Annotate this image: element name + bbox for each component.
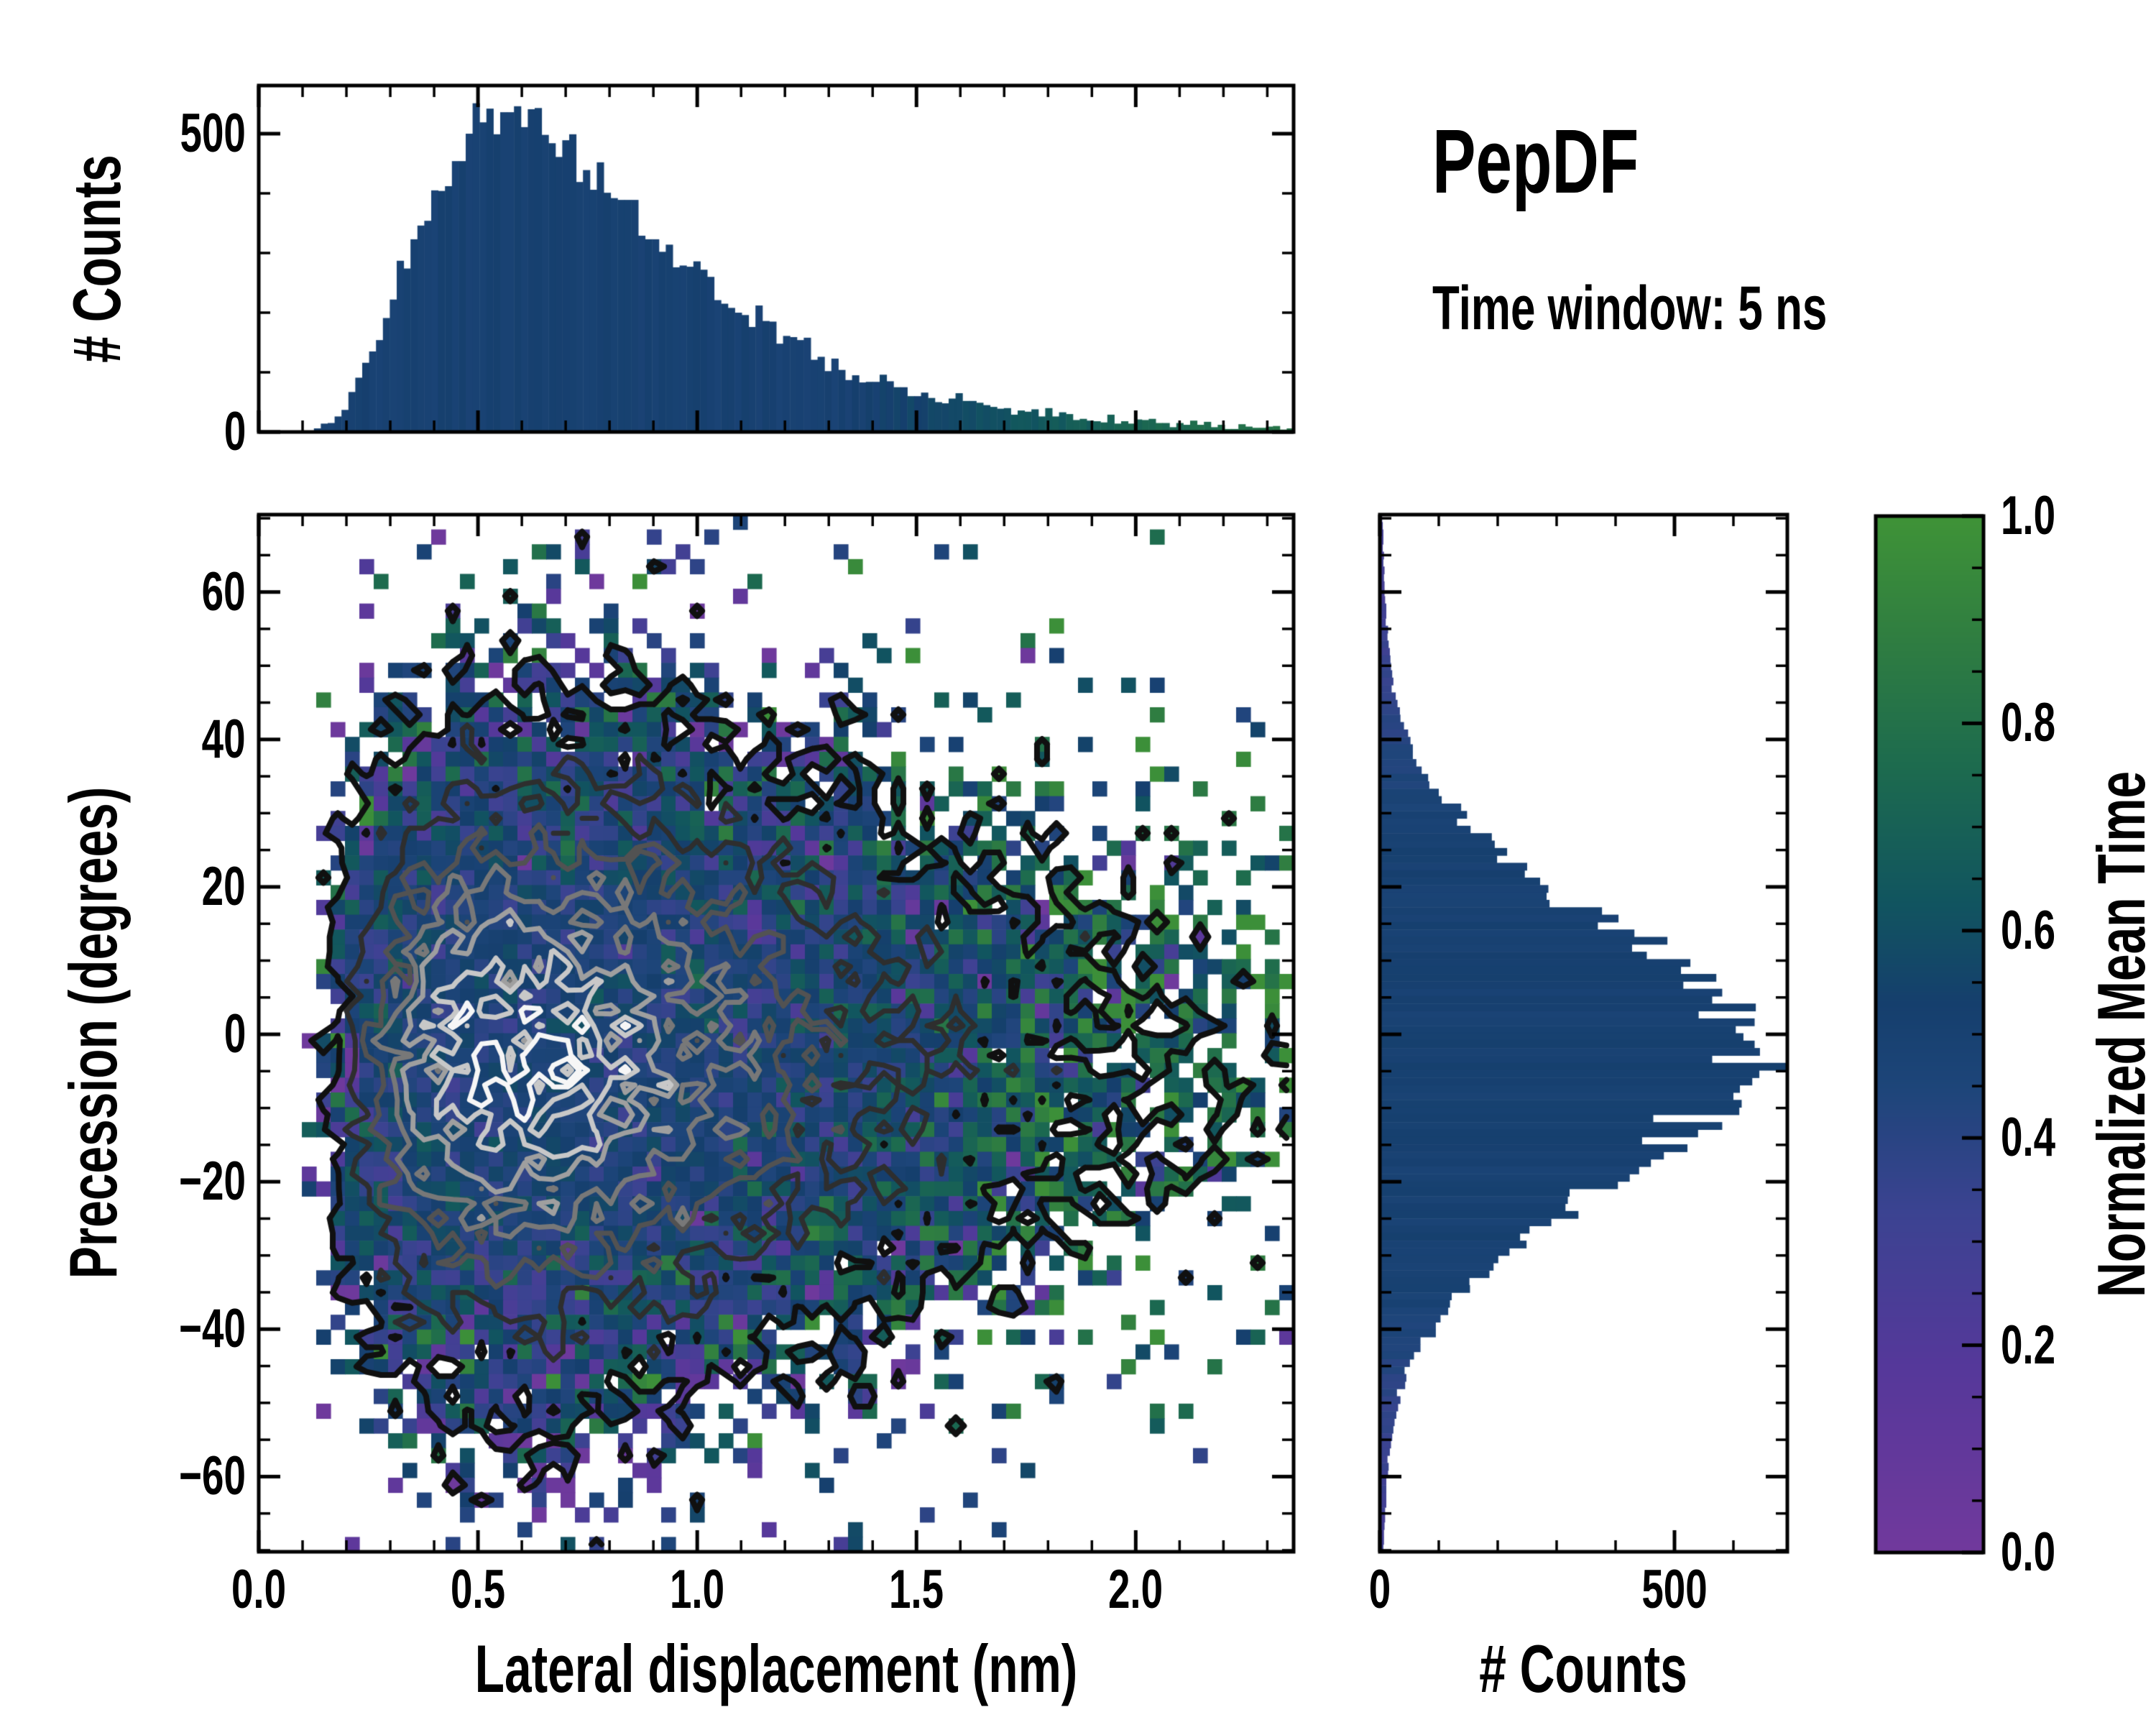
colorbar-tick-label: 1.0 <box>2001 485 2056 546</box>
right-hist-xlabel: # Counts <box>1479 1631 1687 1706</box>
main-x-tick-label: 1.0 <box>670 1559 725 1620</box>
colorbar-tick-label: 0.8 <box>2001 692 2056 754</box>
main-y-tick-label: −20 <box>179 1151 246 1213</box>
figure-title: PepDF <box>1432 111 1639 212</box>
main-y-tick-label: 0 <box>224 1003 246 1065</box>
right-hist-x-tick-label: 0 <box>1368 1559 1391 1620</box>
main-x-tick-label: 0.0 <box>231 1559 287 1620</box>
colorbar-tick-label: 0.4 <box>2001 1107 2056 1169</box>
main-y-tick-label: −60 <box>179 1445 246 1507</box>
main-y-tick-label: 20 <box>202 855 246 917</box>
colorbar-tick-label: 0.6 <box>2001 899 2056 961</box>
main-x-tick-label: 2.0 <box>1108 1559 1164 1620</box>
top-hist-y-tick-label: 0 <box>224 401 246 462</box>
figure-subtitle: Time window: 5 ns <box>1432 274 1828 343</box>
main-ylabel: Precession (degrees) <box>55 786 131 1279</box>
colorbar-tick-label: 0.2 <box>2001 1314 2056 1376</box>
main-y-tick-label: −40 <box>179 1298 246 1360</box>
right-hist-x-tick-label: 500 <box>1641 1559 1708 1620</box>
main-x-tick-label: 0.5 <box>451 1559 506 1620</box>
main-x-tick-label: 1.5 <box>889 1559 944 1620</box>
top-hist-y-tick-label: 500 <box>180 103 246 164</box>
main-y-tick-label: 40 <box>202 708 246 770</box>
colorbar-label: Normalized Mean Time <box>2083 770 2156 1298</box>
main-y-tick-label: 60 <box>202 561 246 622</box>
main-xlabel: Lateral displacement (nm) <box>474 1631 1078 1706</box>
colorbar-tick-label: 0.0 <box>2001 1522 2056 1583</box>
top-hist-ylabel: # Counts <box>59 155 134 363</box>
